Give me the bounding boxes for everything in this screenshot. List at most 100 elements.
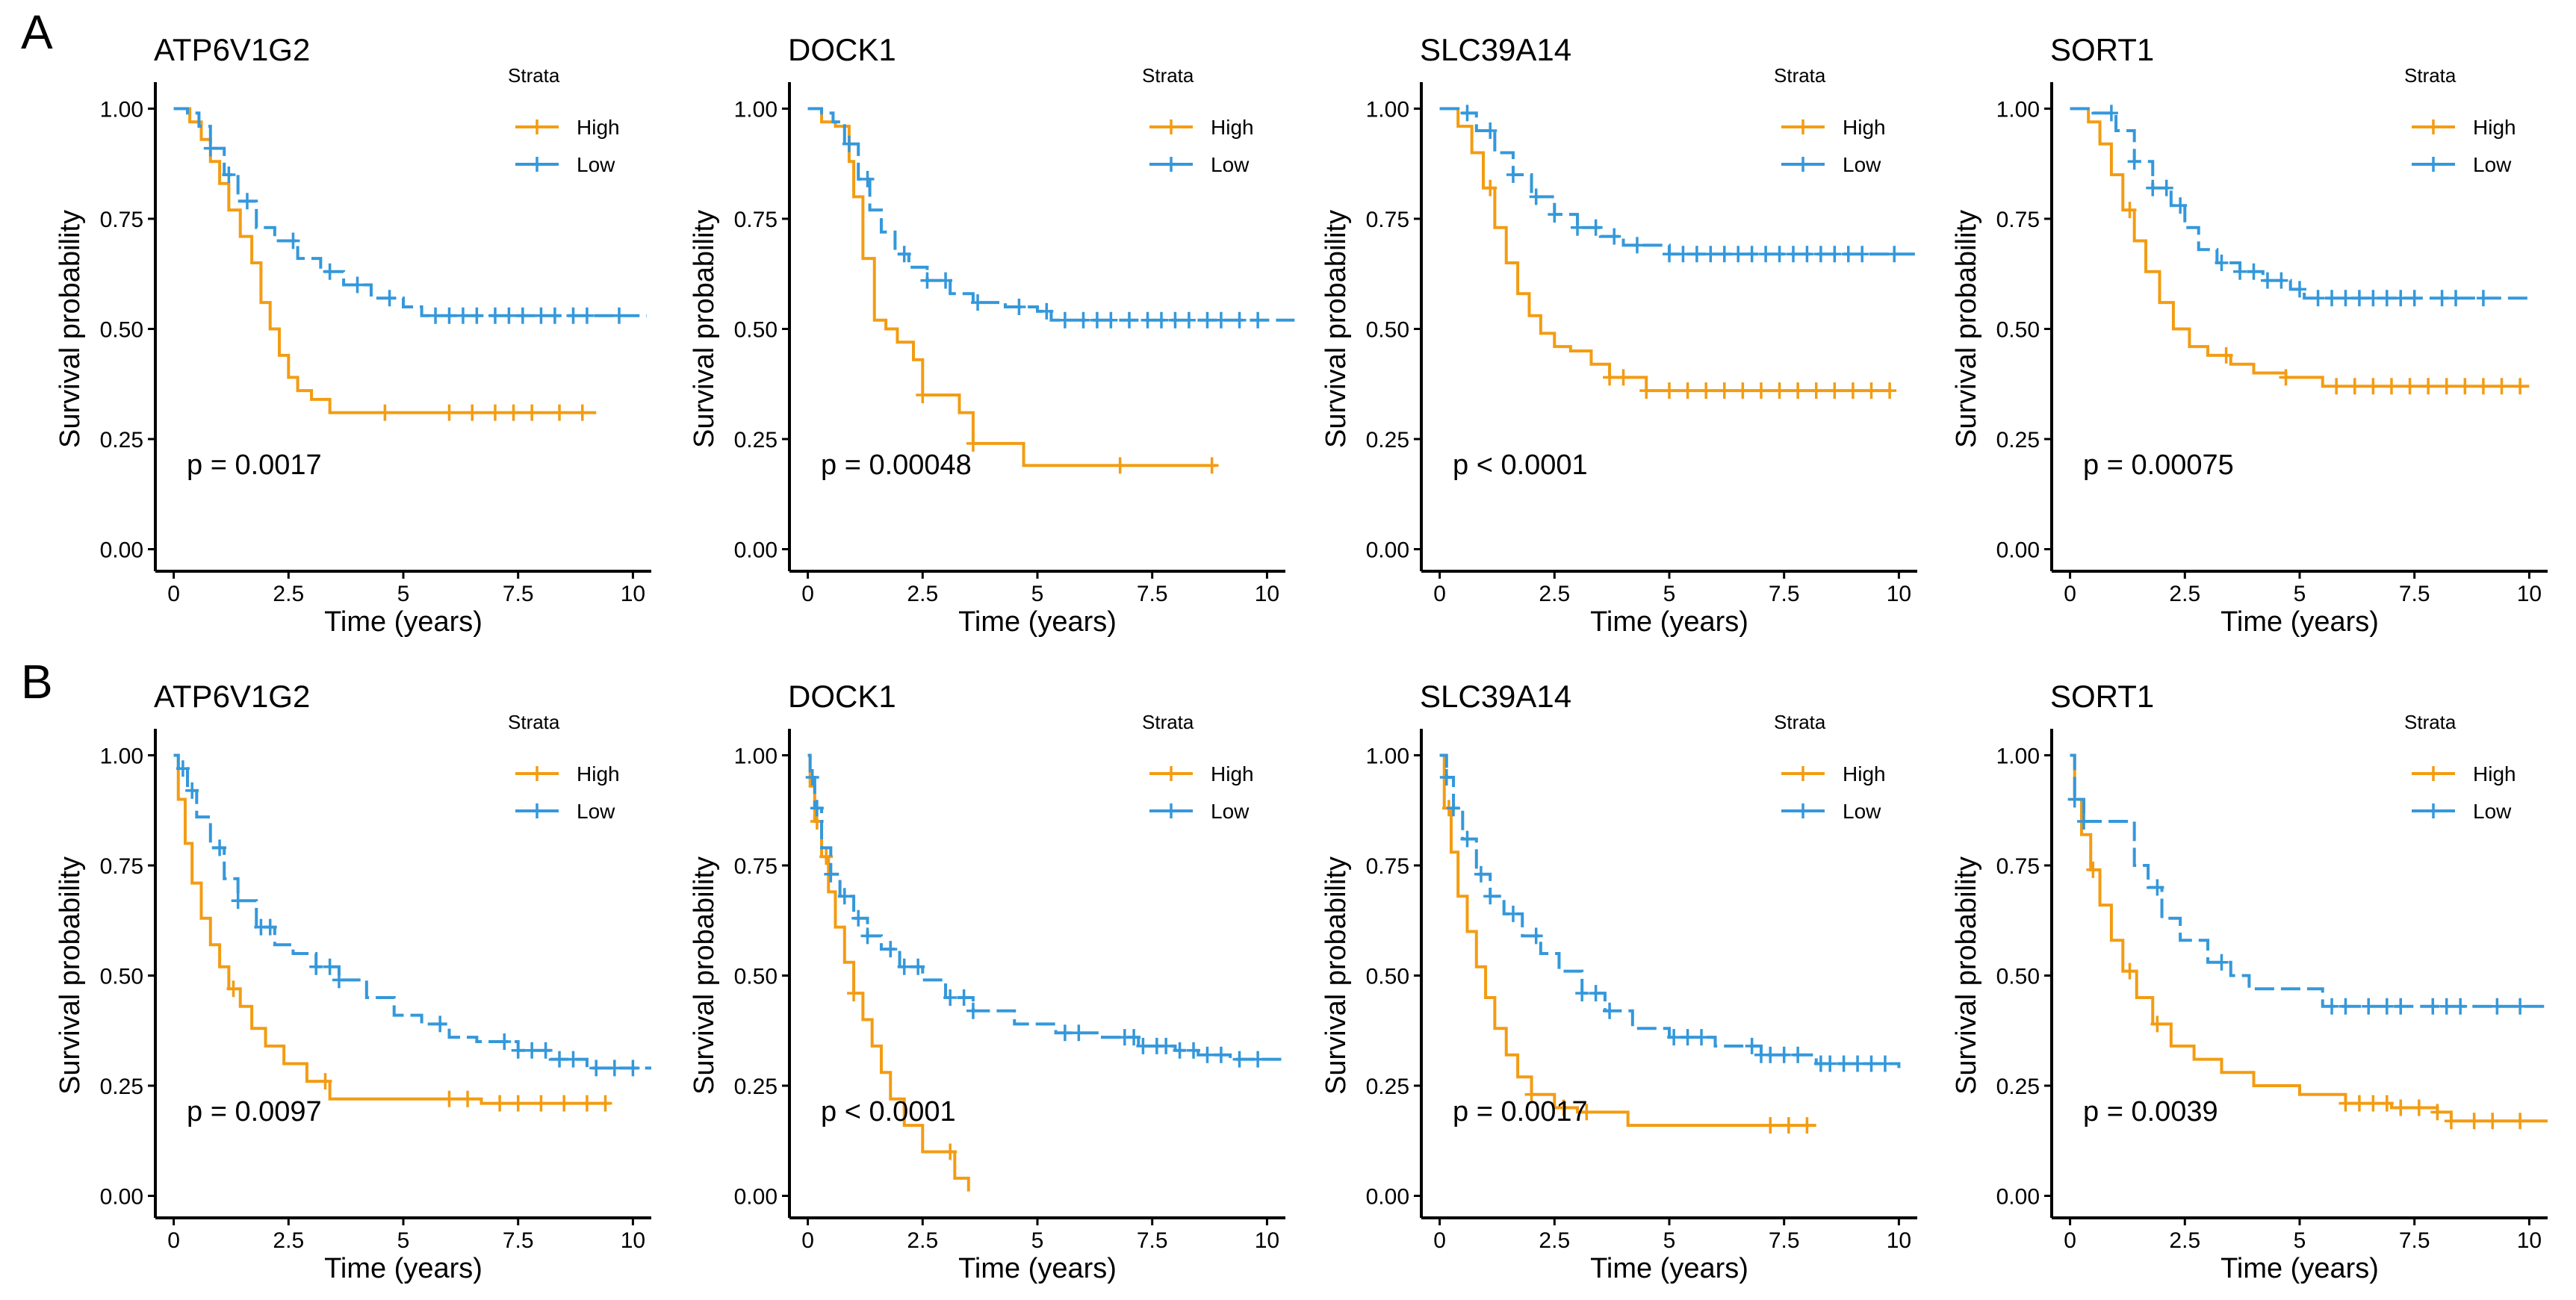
- y-tick-label: 0.75: [734, 854, 778, 879]
- y-tick-label: 0.00: [734, 538, 778, 563]
- legend-marker-low: [1164, 803, 1179, 818]
- censor-mark-low: [429, 307, 443, 324]
- panel-label-a: A: [21, 5, 53, 59]
- censor-mark-high: [2352, 1095, 2366, 1112]
- censor-mark-low: [2380, 290, 2394, 307]
- km-curve-high: [1439, 753, 1816, 1128]
- y-axis-label: Survival probability: [689, 210, 720, 448]
- censor-mark-high: [1483, 179, 1498, 196]
- censor-mark-high: [1736, 382, 1750, 399]
- censor-mark-low: [1529, 927, 1543, 945]
- censor-mark-low: [1040, 302, 1054, 320]
- censor-mark-low: [966, 1002, 980, 1019]
- censor-mark-low: [1136, 1037, 1150, 1054]
- chart-title: DOCK1: [788, 679, 896, 714]
- x-tick-label: 0: [2064, 582, 2076, 606]
- x-tick-label: 5: [1663, 582, 1676, 606]
- legend-title: Strata: [1774, 711, 1826, 733]
- censor-mark-low: [1483, 888, 1498, 905]
- legend-label-low: Low: [577, 153, 615, 176]
- censor-mark-high: [2439, 378, 2454, 395]
- censor-mark-high: [378, 404, 392, 421]
- legend-marker-high: [530, 766, 544, 781]
- censor-mark-low: [511, 1042, 525, 1059]
- y-tick-label: 0.75: [1996, 208, 2040, 232]
- censor-mark-low: [2293, 281, 2306, 298]
- censor-mark-low: [1251, 311, 1265, 329]
- censor-mark-low: [805, 769, 819, 786]
- y-tick-label: 0.25: [100, 428, 143, 452]
- censor-mark-low: [1823, 1055, 1837, 1072]
- x-tick-label: 7.5: [503, 1228, 534, 1253]
- censor-mark-low: [1104, 311, 1118, 329]
- censor-mark-low: [2407, 290, 2421, 307]
- censor-mark-low: [1704, 246, 1718, 263]
- legend-label-low: Low: [2473, 800, 2512, 823]
- censor-mark-high: [1663, 382, 1676, 399]
- x-tick-label: 0: [1433, 1228, 1446, 1253]
- km-curve-low: [2070, 107, 2530, 300]
- x-tick-label: 0: [801, 582, 814, 606]
- censor-mark-high: [506, 404, 521, 421]
- km-curve-high: [807, 107, 1217, 467]
- censor-mark-high: [2330, 378, 2344, 395]
- x-axis-label: Time (years): [958, 606, 1117, 638]
- y-tick-label: 1.00: [734, 744, 778, 769]
- y-tick-label: 0.50: [100, 965, 143, 989]
- censor-mark-low: [286, 232, 300, 249]
- censor-mark-low: [1676, 246, 1690, 263]
- y-tick-label: 0.00: [1366, 538, 1409, 563]
- censor-mark-low: [433, 1016, 447, 1033]
- p-value: p < 0.0001: [1453, 450, 1588, 481]
- censor-mark-high: [575, 404, 589, 421]
- censor-mark-low: [2394, 290, 2408, 307]
- legend-marker-low: [1796, 157, 1810, 172]
- y-tick-label: 0.50: [734, 965, 778, 989]
- censor-mark-high: [226, 980, 240, 998]
- censor-mark-low: [1012, 299, 1026, 315]
- x-tick-label: 2.5: [273, 582, 304, 606]
- censor-mark-high: [2467, 1113, 2481, 1130]
- censor-mark-low: [1663, 246, 1676, 263]
- legend-title: Strata: [1142, 64, 1194, 87]
- y-tick-label: 1.00: [100, 744, 143, 769]
- censor-mark-low: [1571, 219, 1585, 236]
- censor-mark-low: [2454, 998, 2468, 1015]
- x-tick-label: 2.5: [273, 1228, 304, 1253]
- y-tick-label: 0.00: [1996, 1185, 2040, 1210]
- legend-label-high: High: [2473, 762, 2516, 786]
- km-chart-atp6v1g2-b: ATP6V1G2 0.00 0.25 0.50 0.75 1.00 0 2.5 5 7.5 10 Ti…: [55, 679, 651, 1284]
- censor-mark-low: [2338, 998, 2353, 1015]
- censor-mark-high: [2380, 1095, 2394, 1112]
- censor-mark-low: [1232, 311, 1247, 329]
- censor-mark-low: [1460, 830, 1474, 848]
- censor-mark-low: [957, 989, 971, 1006]
- censor-mark-low: [2260, 272, 2274, 289]
- censor-mark-low: [323, 263, 337, 280]
- censor-mark-low: [626, 1060, 640, 1077]
- y-tick-label: 0.00: [100, 538, 143, 563]
- censor-mark-high: [2458, 378, 2472, 395]
- censor-mark-low: [497, 1033, 512, 1050]
- km-curve-high: [1439, 107, 1890, 393]
- x-tick-label: 10: [1887, 582, 1911, 606]
- censor-mark-low: [860, 927, 875, 945]
- legend-title: Strata: [508, 64, 560, 87]
- legend-title: Strata: [1774, 64, 1826, 87]
- censor-mark-low: [2311, 290, 2325, 307]
- censor-mark-low: [1200, 311, 1214, 329]
- censor-mark-high: [1846, 382, 1860, 399]
- censor-mark-high: [1680, 382, 1695, 399]
- censor-mark-high: [2338, 1095, 2353, 1112]
- km-curve-high: [2070, 107, 2530, 388]
- x-tick-label: 10: [1255, 1228, 1279, 1253]
- censor-mark-low: [1787, 246, 1800, 263]
- censor-mark-low: [2077, 813, 2091, 830]
- x-tick-label: 5: [2294, 582, 2306, 606]
- censor-mark-low: [1168, 311, 1182, 329]
- censor-mark-low: [2366, 290, 2380, 307]
- censor-mark-low: [2215, 255, 2229, 271]
- censor-mark-high: [465, 404, 479, 421]
- censor-mark-low: [1864, 1055, 1878, 1072]
